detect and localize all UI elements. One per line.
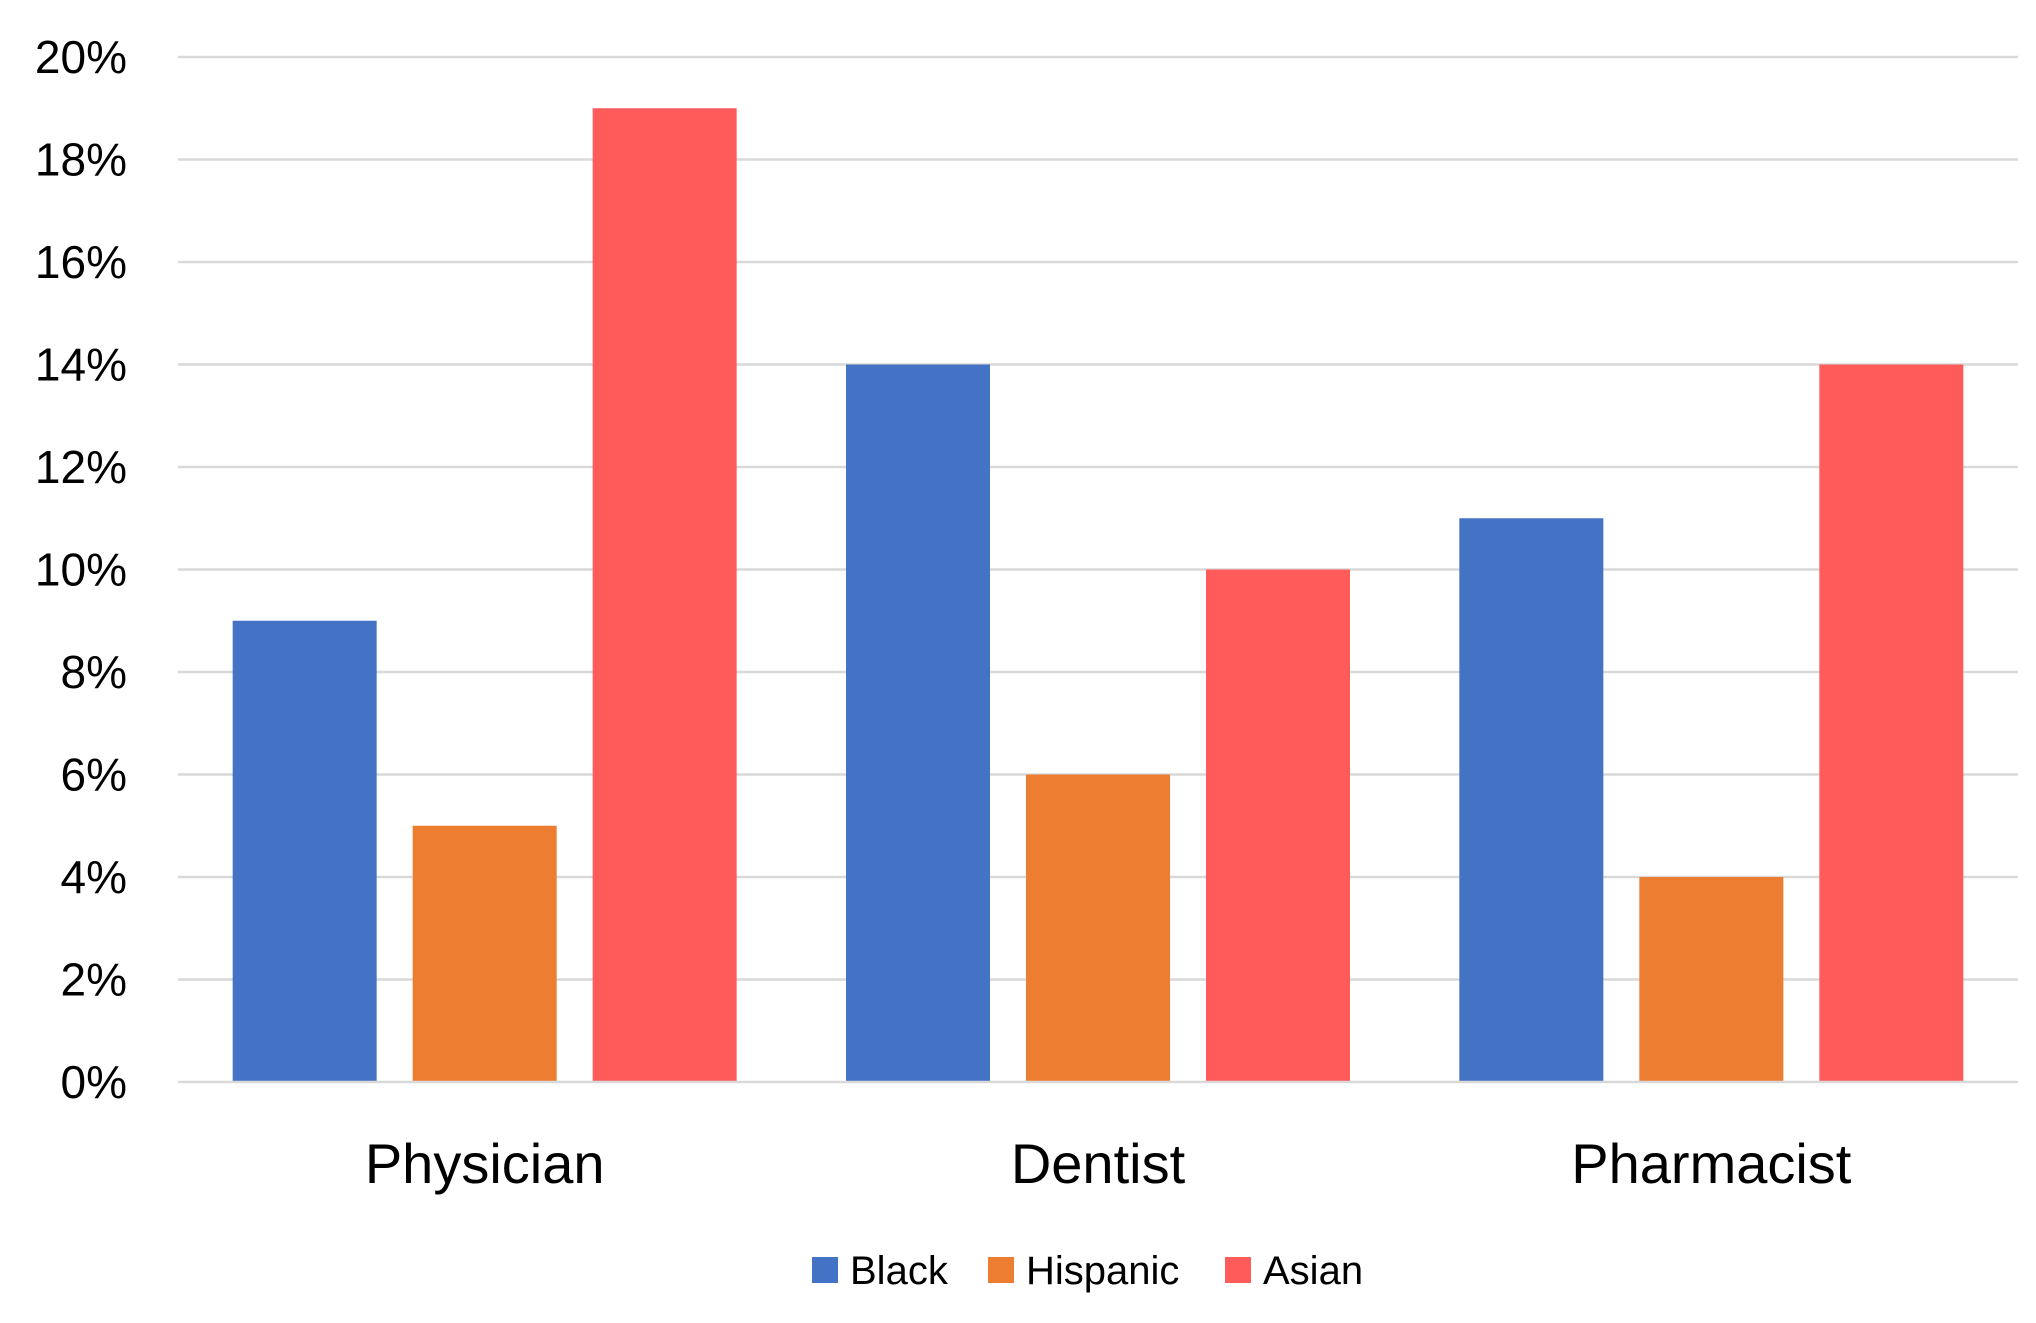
bar-hispanic-dentist xyxy=(1026,774,1170,1082)
y-tick-label: 14% xyxy=(35,339,127,391)
bar-black-physician xyxy=(232,620,377,1082)
bar-hispanic-physician xyxy=(412,825,557,1082)
y-tick-label: 10% xyxy=(35,544,127,596)
y-tick-label: 20% xyxy=(35,31,127,83)
legend-swatch xyxy=(1225,1257,1251,1283)
x-category-label: Dentist xyxy=(1011,1132,1186,1195)
y-tick-label: 0% xyxy=(61,1056,127,1108)
legend-swatch xyxy=(988,1257,1014,1283)
legend-swatch xyxy=(812,1257,838,1283)
legend-label: Hispanic xyxy=(1026,1249,1179,1293)
y-tick-label: 12% xyxy=(35,441,127,493)
y-tick-label: 18% xyxy=(35,134,127,186)
bars xyxy=(232,108,1964,1082)
legend-label: Asian xyxy=(1263,1249,1363,1293)
bar-black-pharmacist xyxy=(1459,518,1604,1082)
y-tick-label: 6% xyxy=(61,749,127,801)
legend-item-asian: Asian xyxy=(1225,1249,1363,1293)
legend: Black Hispanic Asian xyxy=(812,1249,1363,1293)
x-category-label: Pharmacist xyxy=(1571,1132,1852,1195)
y-tick-label: 2% xyxy=(61,954,127,1006)
x-axis-category-labels: Physician Dentist Pharmacist xyxy=(365,1132,1852,1195)
legend-item-hispanic: Hispanic xyxy=(988,1249,1179,1293)
y-tick-label: 8% xyxy=(61,646,127,698)
y-tick-label: 16% xyxy=(35,236,127,288)
bar-asian-pharmacist xyxy=(1819,364,1964,1082)
legend-item-black: Black xyxy=(812,1249,949,1293)
bar-asian-dentist xyxy=(1206,569,1350,1082)
bar-black-dentist xyxy=(846,364,990,1082)
bar-asian-physician xyxy=(592,108,737,1082)
y-tick-label: 4% xyxy=(61,851,127,903)
legend-label: Black xyxy=(850,1249,949,1293)
y-axis-ticks: 0% 2% 4% 6% 8% 10% 12% 14% 16% 18% 20% xyxy=(35,31,127,1108)
x-category-label: Physician xyxy=(365,1132,605,1195)
bar-hispanic-pharmacist xyxy=(1639,877,1784,1082)
